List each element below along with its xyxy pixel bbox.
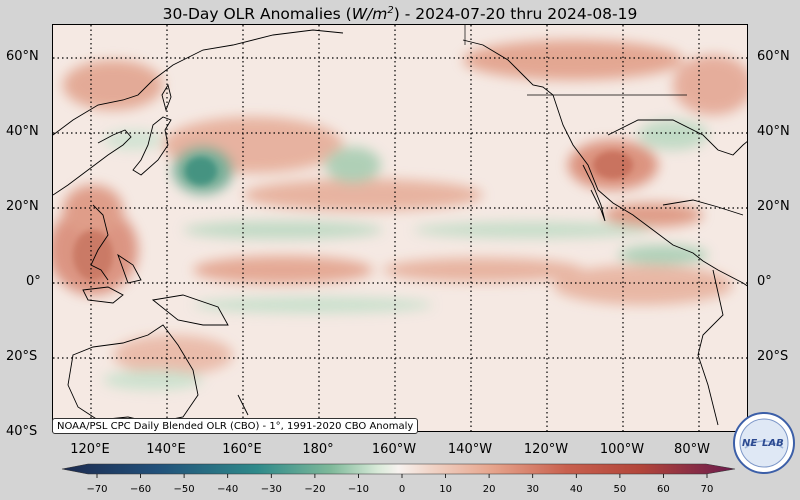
colorbar-tick: −50 [173, 484, 195, 495]
colorbar [61, 463, 736, 478]
data-source-credit: NOAA/PSL CPC Daily Blended OLR (CBO) - 1… [52, 418, 419, 434]
title-suffix: ) - 2024-07-20 thru 2024-08-19 [393, 5, 638, 24]
colorbar-tick: −40 [217, 484, 239, 495]
lon-label-80w: 80°W [674, 442, 710, 457]
olr-anomaly-map [52, 24, 748, 432]
colorbar-tick: 60 [657, 484, 670, 495]
colorbar-tick: 0 [398, 484, 406, 495]
colorbar-gradient [61, 463, 736, 475]
lon-label-140e: 140°E [146, 442, 186, 457]
lat-label-20s-left: 20°S [6, 349, 38, 364]
colorbar-tick: −10 [347, 484, 369, 495]
lon-label-160e: 160°E [222, 442, 262, 457]
colorbar-tick: −70 [86, 484, 108, 495]
logo-text-right: LAB [762, 438, 784, 449]
psl-logo-icon: NE LAB [733, 412, 795, 474]
gridlines [53, 25, 747, 431]
lat-label-40s-left: 40°S [6, 424, 38, 439]
lat-label-60n-left: 60°N [6, 49, 39, 64]
colorbar-tick: −60 [130, 484, 152, 495]
colorbar-tick: 40 [569, 484, 583, 495]
lon-label-160w: 160°W [371, 442, 417, 457]
title-prefix: 30-Day OLR Anomalies ( [162, 5, 352, 24]
lon-label-140w: 140°W [447, 442, 493, 457]
lat-label-eq-right: 0° [757, 274, 772, 289]
colorbar-tick: 70 [700, 484, 714, 495]
lat-label-40n-right: 40°N [757, 124, 790, 139]
anomaly-field [53, 25, 747, 431]
title-unit: W/m2 [351, 5, 394, 24]
lon-label-100w: 100°W [599, 442, 645, 457]
colorbar-tick: 50 [613, 484, 627, 495]
lon-label-120w: 120°W [523, 442, 569, 457]
lon-label-120e: 120°E [70, 442, 110, 457]
lat-label-20n-right: 20°N [757, 199, 790, 214]
colorbar-tick: −20 [304, 484, 326, 495]
colorbar-tick: −30 [260, 484, 282, 495]
logo-text-left: NE [742, 438, 757, 449]
colorbar-tick: 10 [439, 484, 452, 495]
lon-label-180: 180° [302, 442, 334, 457]
lat-label-eq-left: 0° [26, 274, 41, 289]
lat-label-20n-left: 20°N [6, 199, 39, 214]
lat-label-60n-right: 60°N [757, 49, 790, 64]
colorbar-tick: 20 [482, 484, 496, 495]
colorbar-tick: 30 [526, 484, 540, 495]
map-title: 30-Day OLR Anomalies (W/m2) - 2024-07-20… [0, 0, 800, 24]
lat-label-20s-right: 20°S [757, 349, 789, 364]
lat-label-40n-left: 40°N [6, 124, 39, 139]
